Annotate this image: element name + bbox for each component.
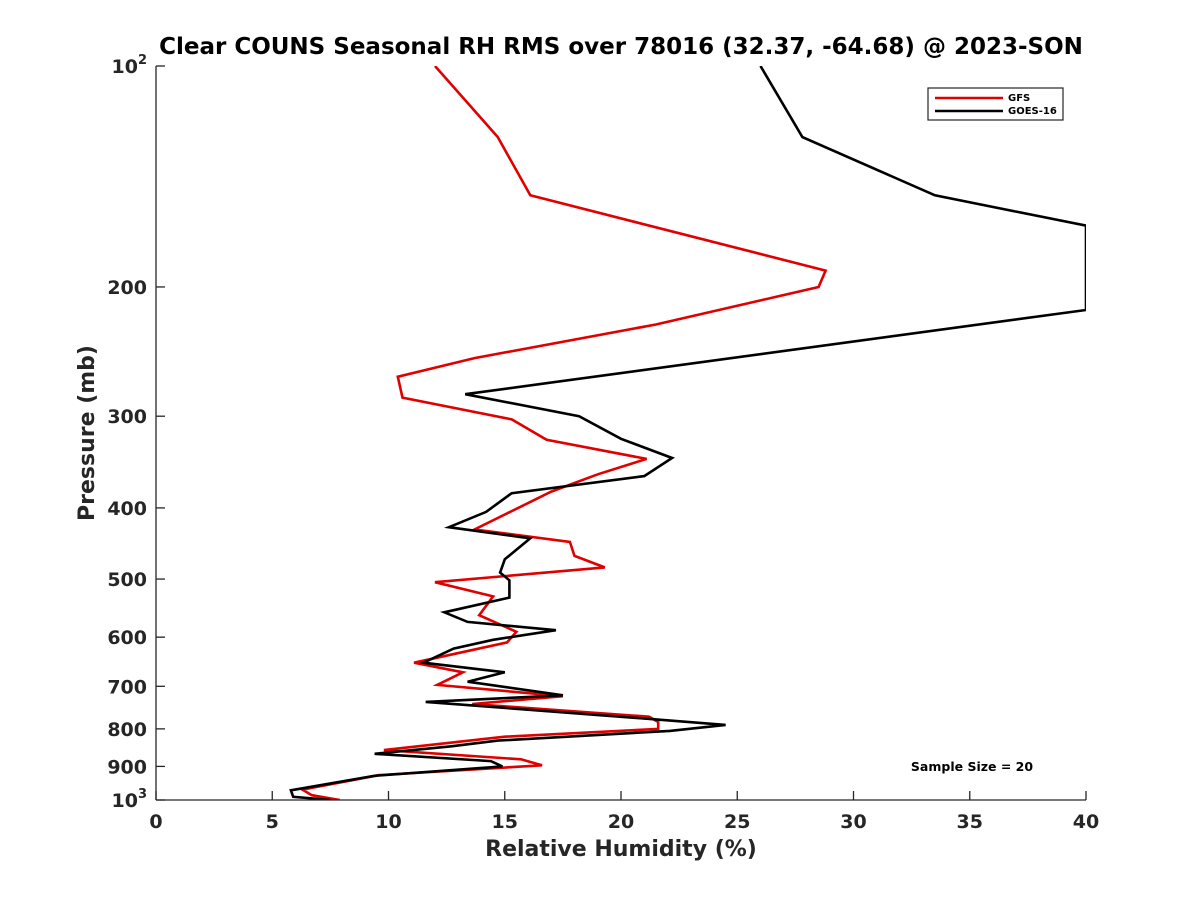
legend: GFS GOES-16 bbox=[927, 87, 1064, 121]
y-tick-label: 800 bbox=[107, 719, 147, 741]
axes bbox=[155, 66, 1086, 801]
x-axis-label: Relative Humidity (%) bbox=[485, 837, 757, 862]
x-tick-label: 20 bbox=[608, 811, 634, 833]
y-tick-label: 400 bbox=[107, 498, 147, 520]
series-line-gfs bbox=[298, 66, 828, 800]
y-tick-label: 500 bbox=[107, 569, 147, 591]
x-tick-label: 35 bbox=[957, 811, 983, 833]
y-tick-label: 900 bbox=[107, 756, 147, 778]
y-tick-label: 102 bbox=[112, 53, 148, 78]
sample-size-annotation: Sample Size = 20 bbox=[911, 759, 1033, 774]
legend-label-goes-16: GOES-16 bbox=[1008, 106, 1057, 117]
y-tick-label: 700 bbox=[107, 676, 147, 698]
chart-title: Clear COUNS Seasonal RH RMS over 78016 (… bbox=[159, 34, 1083, 60]
x-tick-label: 30 bbox=[840, 811, 866, 833]
x-tick-label: 25 bbox=[724, 811, 750, 833]
series-layer bbox=[289, 66, 1086, 800]
series-line-goes-16 bbox=[289, 66, 1086, 800]
y-axis-label: Pressure (mb) bbox=[75, 345, 100, 521]
x-tick-label: 15 bbox=[492, 811, 518, 833]
y-axis-ticks: 102 200 300 400 500 600 700 800 900 103 bbox=[107, 53, 165, 812]
y-tick-label: 103 bbox=[112, 787, 148, 812]
legend-box bbox=[927, 87, 1064, 121]
y-tick-label: 200 bbox=[107, 277, 147, 299]
x-axis-ticks: 0 5 10 15 20 25 30 35 40 bbox=[149, 791, 1099, 833]
y-tick-label: 300 bbox=[107, 406, 147, 428]
legend-label-gfs: GFS bbox=[1008, 93, 1030, 104]
y-tick-label: 600 bbox=[107, 627, 147, 649]
x-tick-label: 0 bbox=[149, 811, 162, 833]
x-tick-label: 40 bbox=[1073, 811, 1099, 833]
x-tick-label: 5 bbox=[266, 811, 279, 833]
x-tick-label: 10 bbox=[375, 811, 401, 833]
